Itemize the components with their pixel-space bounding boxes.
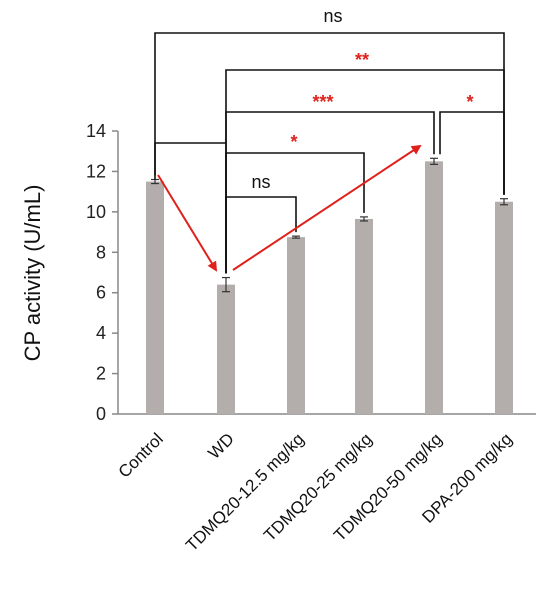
significance-label: * [290,132,297,152]
y-tick-label: 4 [96,323,106,343]
category-label: TDMQ20-12.5 mg/kg [182,429,308,555]
y-tick-label: 6 [96,283,106,303]
y-tick-label: 8 [96,242,106,262]
axes: 0 2 4 6 8 10 12 14 [86,121,536,424]
bar [217,284,235,414]
significance-label: ns [323,6,342,26]
bar [287,237,305,414]
category-label: Control [115,429,167,481]
significance-bracket [154,142,226,180]
y-ticks: 0 2 4 6 8 10 12 14 [86,121,118,424]
significance-bracket [225,196,297,274]
trend-arrow [232,144,422,271]
category-label: WD [204,429,237,462]
significance-bracket [154,32,505,195]
y-tick-label: 14 [86,121,106,141]
significance-label: * [466,92,473,112]
significance-label: *** [312,92,333,112]
error-bars [151,157,508,293]
bar [146,181,164,414]
bar [425,161,443,414]
trend-arrow [157,174,218,272]
trend-arrows [157,144,422,272]
y-tick-label: 10 [86,202,106,222]
significance-label: ** [355,50,369,70]
significance-bracket [439,111,505,195]
y-tick-label: 12 [86,161,106,181]
y-tick-label: 0 [96,404,106,424]
significance-brackets: ns***** **ns [154,6,505,274]
bars [146,161,513,414]
bar [355,218,373,414]
y-axis-label: CP activity (U/mL) [20,185,45,362]
significance-bracket [225,111,435,274]
bar [495,201,513,414]
y-tick-label: 2 [96,364,106,384]
significance-label: ns [251,172,270,192]
